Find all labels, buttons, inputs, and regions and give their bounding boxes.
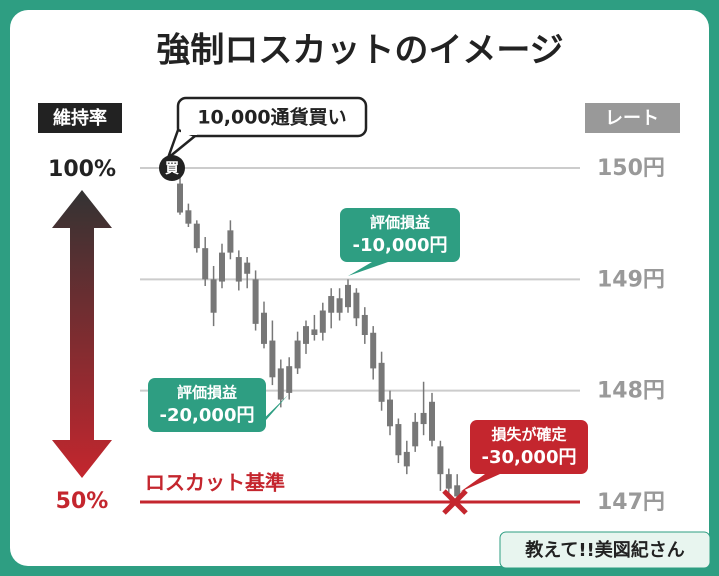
left-axis-box	[38, 103, 122, 133]
annotation-title: 評価損益	[177, 384, 237, 402]
left-axis-bottom: 50%	[56, 489, 109, 514]
logo: 教えて!!美図紀さん	[525, 539, 685, 561]
plot: 150円 149円 148円 147円	[140, 156, 665, 515]
overlay: 10,000通貨買い 買 ロスカット基準 教えて!!美図紀さん 評価損益 -10,…	[140, 96, 711, 569]
candle-body	[361, 314, 368, 335]
candle-body	[177, 183, 183, 213]
chart-title: 強制ロスカットのイメージ	[156, 31, 563, 71]
candle-body	[269, 340, 276, 378]
candle-body	[328, 296, 335, 313]
annotation-title: 損失が確定	[491, 426, 566, 444]
candle-body	[437, 446, 444, 475]
annotation-tail	[460, 474, 500, 492]
candle-body	[445, 474, 452, 489]
candle-body	[403, 451, 410, 467]
candle-body	[387, 399, 393, 427]
right-axis-box	[585, 103, 680, 133]
annotation-title: 評価損益	[370, 214, 430, 232]
range-arrow	[52, 190, 112, 478]
candle-body	[336, 298, 343, 313]
candle-body	[395, 424, 402, 456]
candle-body	[303, 326, 309, 344]
candle-body	[319, 310, 326, 333]
candle-body	[277, 368, 284, 400]
y-tick-label: 148円	[597, 379, 665, 404]
annotation-text: -30,000円	[482, 447, 577, 468]
candle-body	[185, 210, 192, 224]
losscut-label: ロスカット基準	[145, 471, 285, 495]
losscut-x	[442, 489, 468, 515]
candle-body	[252, 279, 259, 324]
annotation-box	[470, 420, 588, 474]
candle-body	[345, 284, 351, 308]
candle-body	[261, 312, 267, 344]
tail-cover	[181, 128, 197, 135]
candle-body	[378, 362, 385, 402]
candle-body	[429, 401, 435, 441]
candle-body	[235, 257, 242, 282]
annotation-tail	[250, 395, 288, 432]
candle-body	[412, 421, 419, 447]
right-axis-title: レート	[605, 108, 659, 129]
buy-note: 10,000通貨買い	[197, 106, 346, 129]
candle-body	[353, 292, 360, 319]
candle-body	[311, 329, 318, 335]
logo-box	[499, 531, 711, 569]
candle-body	[210, 279, 217, 313]
left-axis-top: 100%	[48, 157, 116, 182]
candle-body	[370, 332, 377, 369]
buy-marker-circle	[159, 155, 185, 181]
left-axis-title: 維持率	[53, 107, 107, 129]
buy-note-box	[176, 96, 368, 138]
y-tick-label: 150円	[597, 156, 665, 181]
candle-body	[202, 248, 209, 280]
candle-body	[219, 252, 225, 282]
candle-body	[193, 223, 200, 249]
annotation-box	[148, 378, 266, 432]
candle-body	[454, 485, 461, 497]
buy-marker: 買	[165, 161, 180, 177]
candle-body	[286, 366, 293, 393]
candle-body	[420, 412, 427, 425]
candle-body	[294, 340, 301, 369]
y-tick-label: 149円	[597, 267, 665, 292]
annotation-text: -10,000円	[353, 235, 448, 256]
annotation-box	[340, 208, 460, 262]
annotation-text: -20,000円	[160, 405, 255, 426]
y-tick-label: 147円	[597, 490, 665, 515]
candle-body	[244, 262, 251, 274]
candle-body	[227, 230, 234, 253]
annotation-tail	[348, 262, 388, 276]
